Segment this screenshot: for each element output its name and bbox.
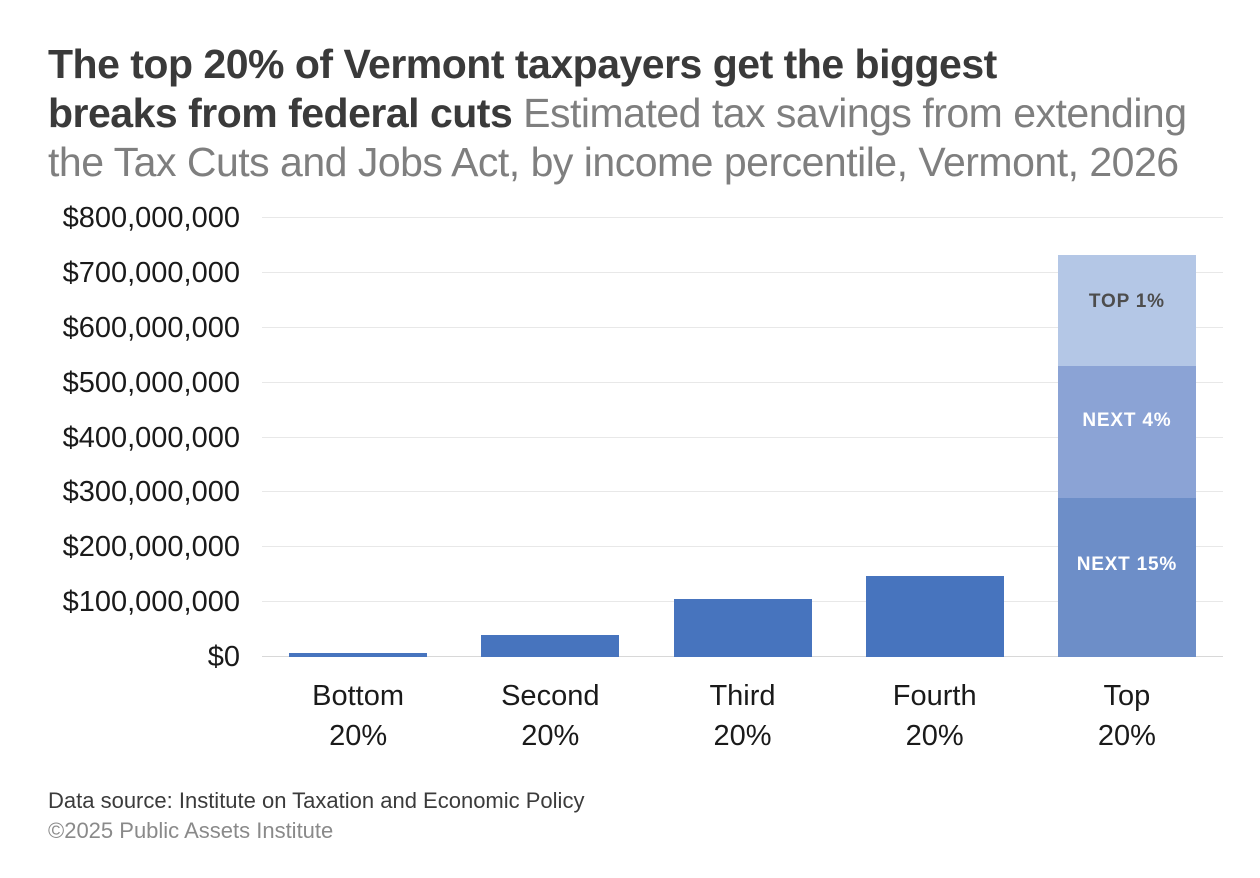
y-axis-tick-label: $800,000,000 [62,202,240,234]
x-axis-label-line2: 20% [521,720,580,752]
bar: NEXT 15% NEXT 4% TOP 1% [1057,255,1196,657]
y-axis-tick-label: $700,000,000 [62,256,240,289]
copyright: ©2025 Public Assets Institute [48,818,334,843]
bar-segment: TOP 1% [1057,255,1196,367]
data-source: Data source: Institute on Taxation and E… [48,788,585,813]
footer: Data source: Institute on Taxation and E… [48,786,584,846]
x-axis-label-line1: Second [501,680,600,712]
gridline [262,271,1223,273]
bar [481,635,620,657]
y-axis: $0 $100,000,000 $200,000,000 $300,000,000 $4… [0,202,240,673]
title-line-2: breaks from federal cuts Estimated tax s… [48,89,1216,138]
chart-header: The top 20% of Vermont taxpayers get the… [48,40,1216,187]
bar-segment [289,652,428,657]
y-axis-tick-label: $200,000,000 [62,531,240,564]
y-axis-tick-label: $0 [207,641,240,673]
bar-segment: NEXT 15% [1057,497,1196,657]
x-axis-label: Bottom 20% [262,676,454,756]
y-axis-tick-label: $400,000,000 [62,421,240,454]
segment-label: NEXT 4% [1082,410,1172,432]
x-axis-label-line1: Fourth [892,680,977,712]
bar [865,575,1004,657]
x-axis-label-line2: 20% [1097,720,1156,752]
y-axis-tick-label: $300,000,000 [62,476,240,509]
x-axis-label: Second 20% [454,676,646,756]
bar-segment: NEXT 4% [1057,366,1196,498]
x-axis-label-line1: Bottom [312,680,405,712]
y-axis-tick-label: $500,000,000 [62,366,240,399]
y-axis-tick-label: $100,000,000 [62,586,240,619]
x-axis-label: Top 20% [1031,676,1223,756]
gridline [262,217,1223,218]
x-axis-label-line2: 20% [329,720,388,752]
x-axis-label: Fourth 20% [839,676,1031,756]
bar-segment [673,599,812,657]
chart-subtitle: Estimated tax savings from extending [512,90,1187,136]
page-title: The top 20% of Vermont taxpayers get the… [48,41,997,87]
bar [289,652,428,657]
title-line-1: The top 20% of Vermont taxpayers get the… [48,40,1216,89]
gridline [262,326,1223,328]
title-line-3: the Tax Cuts and Jobs Act, by income per… [48,138,1216,187]
x-axis-label: Third 20% [646,676,838,756]
gridline [262,546,1223,548]
gridline [262,381,1223,383]
chart-subtitle-continued: the Tax Cuts and Jobs Act, by income per… [48,139,1179,185]
x-axis-label-line1: Top [1103,680,1151,712]
y-axis-tick-label: $600,000,000 [62,311,240,344]
gridline [262,436,1223,438]
segment-label: TOP 1% [1088,290,1165,312]
gridline [262,491,1223,493]
x-axis-label-line2: 20% [905,720,964,752]
plot-area: NEXT 15% NEXT 4% TOP 1% [262,217,1223,657]
segment-label: NEXT 15% [1076,553,1178,575]
x-axis: Bottom 20% Second 20% Third 20% Fourth 20% Top 20… [262,676,1223,766]
page-title-continued: breaks from federal cuts [48,90,513,136]
x-axis-label-line1: Third [709,680,776,712]
bar-segment [481,635,620,657]
bar-segment [865,575,1004,657]
x-axis-label-line2: 20% [713,720,772,752]
bar [673,599,812,657]
